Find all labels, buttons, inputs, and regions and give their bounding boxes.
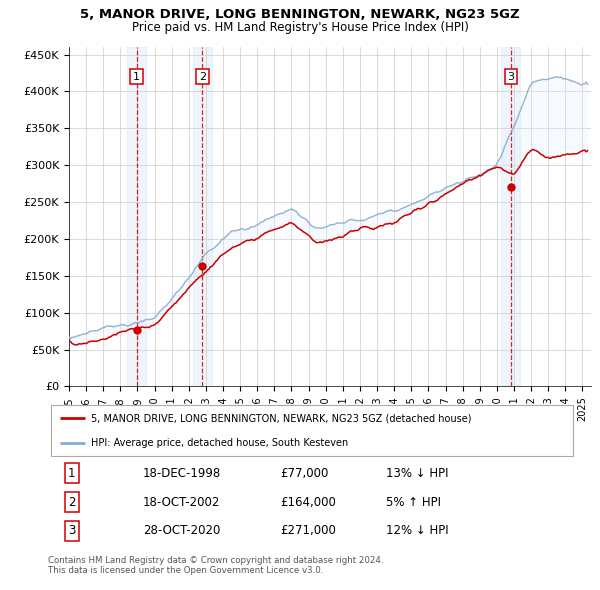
- Text: Price paid vs. HM Land Registry's House Price Index (HPI): Price paid vs. HM Land Registry's House …: [131, 21, 469, 34]
- Text: 28-OCT-2020: 28-OCT-2020: [143, 525, 220, 537]
- Bar: [193, 47, 212, 386]
- Text: HPI: Average price, detached house, South Kesteven: HPI: Average price, detached house, Sout…: [91, 438, 349, 448]
- Text: 2: 2: [68, 496, 76, 509]
- Text: 2: 2: [199, 72, 206, 81]
- Text: 12% ↓ HPI: 12% ↓ HPI: [386, 525, 449, 537]
- Text: 18-OCT-2002: 18-OCT-2002: [143, 496, 220, 509]
- Text: 3: 3: [508, 72, 514, 81]
- Text: This data is licensed under the Open Government Licence v3.0.: This data is licensed under the Open Gov…: [48, 566, 323, 575]
- Bar: [502, 47, 520, 386]
- Bar: [127, 47, 146, 386]
- Text: Contains HM Land Registry data © Crown copyright and database right 2024.: Contains HM Land Registry data © Crown c…: [48, 556, 383, 565]
- Text: £271,000: £271,000: [280, 525, 336, 537]
- Text: 3: 3: [68, 525, 76, 537]
- Text: 1: 1: [68, 467, 76, 480]
- Text: 5% ↑ HPI: 5% ↑ HPI: [386, 496, 441, 509]
- Text: 13% ↓ HPI: 13% ↓ HPI: [386, 467, 448, 480]
- Text: 5, MANOR DRIVE, LONG BENNINGTON, NEWARK, NG23 5GZ (detached house): 5, MANOR DRIVE, LONG BENNINGTON, NEWARK,…: [91, 414, 472, 424]
- Text: £164,000: £164,000: [280, 496, 336, 509]
- Text: 18-DEC-1998: 18-DEC-1998: [143, 467, 221, 480]
- FancyBboxPatch shape: [50, 405, 574, 456]
- Text: 5, MANOR DRIVE, LONG BENNINGTON, NEWARK, NG23 5GZ: 5, MANOR DRIVE, LONG BENNINGTON, NEWARK,…: [80, 8, 520, 21]
- Text: 1: 1: [133, 72, 140, 81]
- Text: £77,000: £77,000: [280, 467, 329, 480]
